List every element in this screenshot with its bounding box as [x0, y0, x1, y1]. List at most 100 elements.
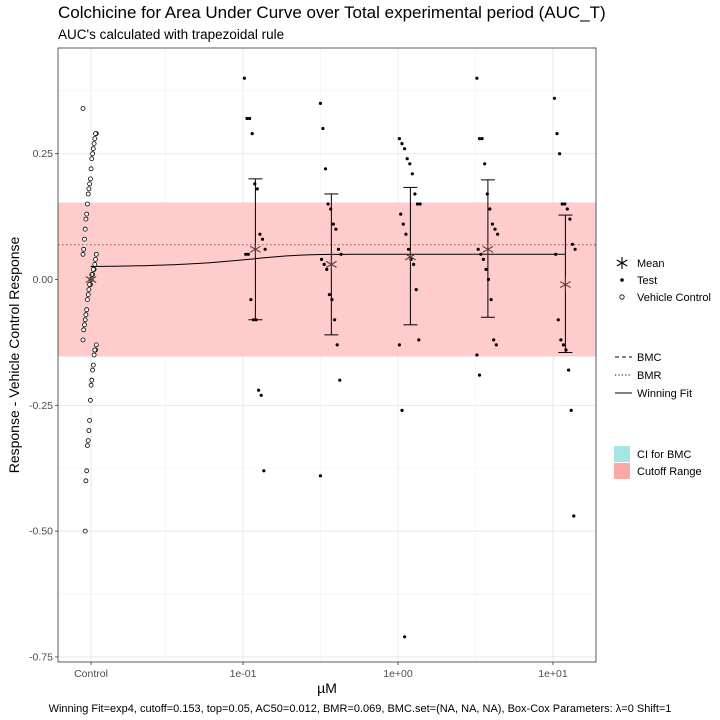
vehicle-control-point — [92, 261, 98, 267]
vehicle-control-point — [92, 347, 98, 353]
test-point — [475, 76, 479, 80]
legend-item-shape: Vehicle Control — [619, 292, 711, 304]
test-point — [403, 635, 407, 639]
vehicle-control-point — [90, 367, 95, 373]
test-point — [260, 237, 265, 241]
test-point — [405, 157, 409, 161]
test-point — [556, 318, 560, 322]
vehicle-control-point — [85, 443, 90, 449]
test-point — [399, 212, 403, 216]
vehicle-control-point — [80, 337, 86, 343]
vehicle-control-point — [84, 468, 90, 474]
test-point — [477, 373, 482, 377]
y-tick-label: -0.75 — [29, 651, 53, 663]
vehicle-control-point — [83, 216, 89, 222]
legend-label: BMR — [637, 370, 662, 382]
test-point — [320, 257, 324, 261]
test-point — [492, 338, 496, 342]
test-point — [572, 514, 576, 518]
vehicle-control-point — [81, 327, 87, 333]
y-tick-label: -0.25 — [29, 400, 53, 412]
test-point — [400, 408, 404, 412]
test-point — [336, 247, 341, 251]
test-point — [561, 343, 566, 347]
mean-point-stroke — [249, 245, 261, 253]
test-point — [397, 137, 401, 141]
test-point — [489, 298, 493, 302]
vehicle-control-point — [90, 362, 96, 368]
test-point — [335, 343, 339, 347]
mean-point-stroke — [85, 276, 97, 283]
test-point — [318, 474, 322, 478]
legend-label: Cutoff Range — [637, 466, 702, 478]
test-point — [401, 222, 405, 226]
test-point — [559, 338, 563, 342]
y-tick-label: 0.25 — [33, 148, 54, 160]
test-point — [334, 227, 338, 231]
legend-item-line: BMC — [615, 352, 662, 364]
test-point — [259, 393, 263, 397]
x-axis: Control 1e-01 1e+00 1e+01 — [74, 662, 568, 680]
test-point — [400, 142, 404, 146]
test-point — [415, 202, 420, 206]
y-tick-label: 0.00 — [33, 274, 54, 286]
test-series — [242, 76, 577, 639]
vehicle-control-point — [89, 377, 95, 383]
vehicle-control-point — [89, 272, 95, 277]
test-point — [257, 388, 261, 392]
vehicle-control-point — [84, 211, 90, 217]
test-point — [248, 116, 252, 121]
vehicle-control-point — [91, 141, 97, 147]
mean-point-stroke — [616, 259, 628, 267]
vehicle-control-point — [83, 312, 89, 318]
vehicle-control-point — [91, 352, 97, 358]
vehicle-control-point — [88, 176, 93, 182]
vehicle-control-point — [80, 106, 86, 111]
mean-point-stroke — [404, 253, 416, 261]
test-point — [479, 252, 483, 256]
vehicle-control-point — [87, 181, 92, 187]
test-point — [323, 167, 328, 171]
mean-point — [559, 278, 571, 291]
test-point — [563, 202, 567, 206]
legend: Mean Test Vehicle Control BMC BMR Winning Fit… — [614, 257, 711, 479]
test-point — [404, 232, 408, 236]
caption: Winning Fit=exp4, cutoff=0.153, top=0.05… — [49, 703, 672, 715]
vehicle-control-point — [88, 397, 93, 403]
test-point — [565, 207, 569, 211]
mean-series — [85, 178, 573, 353]
vehicle-control-point — [85, 292, 91, 298]
mean-point-stroke — [559, 281, 571, 289]
vehicle-control-point — [81, 246, 87, 252]
cutoff-range-band — [58, 202, 596, 357]
legend-symbol-circle — [619, 294, 625, 300]
test-point — [338, 378, 342, 382]
test-point — [322, 262, 326, 266]
plot-panel — [57, 47, 597, 663]
test-point — [413, 192, 417, 196]
vehicle-control-point — [93, 131, 98, 137]
test-point — [321, 126, 325, 131]
mean-point — [482, 243, 494, 256]
test-point — [485, 192, 489, 196]
mean-point — [404, 250, 416, 263]
test-point — [558, 152, 562, 156]
test-point — [326, 202, 330, 206]
chart-subtitle: AUC's calculated with trapezoidal rule — [58, 27, 284, 42]
test-point — [480, 137, 484, 141]
vehicle-control-point — [86, 428, 92, 433]
winning-fit-curve — [90, 253, 566, 267]
vehicle-control-point — [85, 297, 90, 303]
test-point — [245, 116, 249, 121]
mean-point — [325, 258, 337, 271]
test-point — [403, 147, 407, 151]
test-point — [246, 252, 250, 256]
legend-label: CI for BMC — [637, 449, 691, 461]
test-point — [418, 202, 422, 206]
test-point — [477, 137, 482, 141]
legend-symbol-dot — [620, 278, 624, 282]
test-point — [414, 288, 418, 292]
test-point — [397, 343, 401, 347]
legend-fill-key — [614, 463, 630, 479]
y-tick-label: -0.50 — [29, 526, 53, 538]
